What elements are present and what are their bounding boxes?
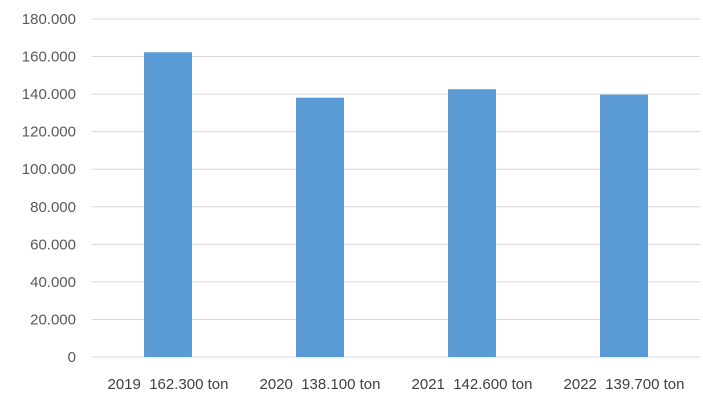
y-tick-label: 100.000 [22, 161, 76, 178]
x-category-label: 2019 162.300 ton [108, 376, 229, 393]
y-tick-label: 60.000 [30, 236, 76, 253]
y-tick-label: 160.000 [22, 49, 76, 66]
bar [296, 97, 344, 357]
x-category-label: 2021 142.600 ton [412, 376, 533, 393]
gridlines [92, 18, 700, 358]
y-axis-tick-labels: 0 20.000 40.000 60.000 80.000 100.000 120.000 1… [22, 11, 76, 366]
y-tick-label: 0 [68, 349, 76, 366]
x-category-label: 2022 139.700 ton [564, 376, 685, 393]
bar [144, 52, 192, 358]
x-axis-category-labels: 2019 162.300 ton 2020 138.100 ton 2021 142… [108, 376, 685, 393]
y-tick-label: 20.000 [30, 311, 76, 328]
y-tick-label: 40.000 [30, 274, 76, 291]
y-tick-label: 180.000 [22, 11, 76, 28]
bar [448, 89, 496, 358]
y-tick-label: 140.000 [22, 86, 76, 103]
x-category-label: 2020 138.100 ton [260, 376, 381, 393]
y-tick-label: 120.000 [22, 124, 76, 141]
y-tick-label: 80.000 [30, 199, 76, 216]
bars [144, 52, 648, 358]
bar [600, 94, 648, 358]
